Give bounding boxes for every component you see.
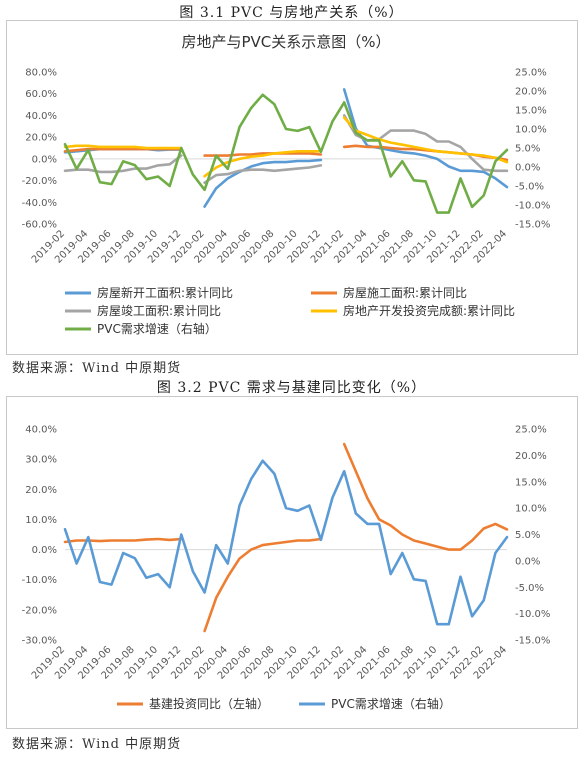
chart1-ytick-right: 20.0%	[515, 87, 547, 98]
chart1-legend-label-1: 房屋新开工面积:累计同比	[97, 285, 233, 300]
chart1-ytick-right: 0.0%	[515, 163, 540, 174]
chart2-ytick-right: 15.0%	[515, 477, 547, 488]
chart1-ytick-right: 5.0%	[515, 144, 540, 155]
figure1-chart: 房地产与PVC关系示意图（%） -60.0% -40.0% -20.0% 0.0% 20.…	[22, 33, 551, 336]
figure2-chart: -30.0% -20.0% -10.0% 0.0% 10.0% 20.0% 30.0% 40.…	[22, 425, 551, 712]
figure1-chart-frame: 房地产与PVC关系示意图（%） -60.0% -40.0% -20.0% 0.0% 20.…	[6, 20, 578, 355]
chart2-ytick-right: 25.0%	[515, 425, 547, 436]
chart2-series-line-1	[63, 442, 509, 633]
chart1-ytick-left: 60.0%	[25, 89, 57, 100]
figure1-caption: 图 3.1 PVC 与房地产关系（%）	[179, 5, 404, 21]
chart2-ytick-right: 5.0%	[515, 530, 540, 541]
chart2-ytick-left: 30.0%	[25, 455, 57, 466]
chart1-ytick-left: 80.0%	[25, 68, 57, 79]
chart2-ytick-left: 10.0%	[25, 515, 57, 526]
chart2-ytick-left: 20.0%	[25, 485, 57, 496]
chart1-title: 房地产与PVC关系示意图（%）	[181, 33, 390, 51]
chart1-ytick-right: -15.0%	[515, 220, 550, 231]
chart1-ytick-right: 25.0%	[515, 68, 547, 79]
chart1-ytick-left: 0.0%	[32, 154, 57, 165]
chart2-ytick-right: -15.0%	[515, 636, 550, 647]
chart2-series-line-2	[63, 459, 509, 626]
chart2-ytick-left: 0.0%	[32, 545, 57, 556]
chart1-ytick-right: -5.0%	[515, 182, 544, 193]
chart2-ytick-right: -10.0%	[515, 609, 550, 620]
chart2-legend-label-2: PVC需求增速（右轴）	[331, 696, 451, 711]
chart2-ytick-right: 20.0%	[515, 451, 547, 462]
chart1-legend-label-4: 房地产开发投资完成额:累计同比	[343, 303, 515, 318]
chart1-ytick-left: -20.0%	[22, 176, 57, 187]
chart1-ytick-right: 15.0%	[515, 106, 547, 117]
chart1-legend-label-3: 房屋竣工面积:累计同比	[97, 303, 221, 318]
figure2-chart-frame: -30.0% -20.0% -10.0% 0.0% 10.0% 20.0% 30.0% 40.…	[6, 396, 578, 729]
chart1-ytick-left: -40.0%	[22, 198, 57, 209]
chart2-legend-label-1: 基建投资同比（左轴）	[149, 696, 269, 711]
figure1-source: 数据来源：Wind 中原期货	[12, 361, 182, 376]
chart1-ytick-left: 20.0%	[25, 133, 57, 144]
chart1-ytick-right: 10.0%	[515, 125, 547, 136]
chart2-ytick-right: -5.0%	[515, 583, 544, 594]
chart2-ytick-left: -30.0%	[22, 636, 57, 647]
chart2-ytick-left: -20.0%	[22, 605, 57, 616]
chart2-ytick-left: 40.0%	[25, 425, 57, 436]
chart2-ytick-right: 0.0%	[515, 556, 540, 567]
chart1-ytick-right: -10.0%	[515, 201, 550, 212]
chart1-legend-label-5: PVC需求增速（右轴）	[97, 321, 217, 336]
figure2-caption: 图 3.2 PVC 需求与基建同比变化（%）	[156, 380, 427, 396]
chart1-ytick-left: -60.0%	[22, 220, 57, 231]
chart2-ytick-right: 10.0%	[515, 504, 547, 515]
chart1-legend-label-2: 房屋施工面积:累计同比	[343, 285, 467, 300]
chart1-ytick-left: 40.0%	[25, 111, 57, 122]
chart1-series-line-5	[63, 93, 509, 214]
figure2-source: 数据来源：Wind 中原期货	[12, 737, 182, 752]
chart2-ytick-left: -10.0%	[22, 575, 57, 586]
